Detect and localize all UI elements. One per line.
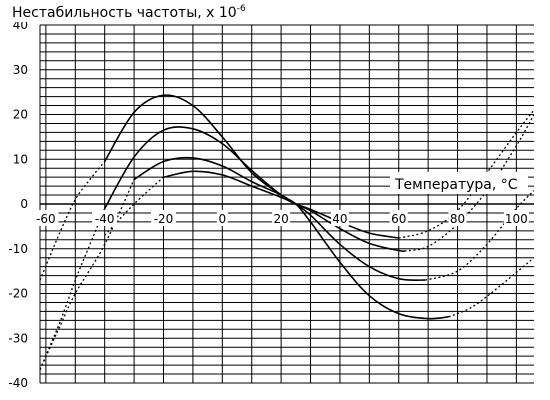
x-tick-label-background [151, 210, 176, 226]
curve-4-dotted-extension [104, 176, 164, 236]
x-tick-label: 60 [391, 212, 406, 226]
x-tick-label: 0 [218, 212, 226, 226]
x-tick-label-background [272, 210, 291, 226]
curves [40, 94, 534, 370]
curve-4-solid [163, 170, 399, 239]
x-tick-label-background [389, 210, 408, 226]
curve-1-dotted-extension [40, 161, 106, 281]
curve-3-dotted-extension [404, 114, 534, 252]
x-tick-label: 80 [450, 212, 465, 226]
y-tick-label: -30 [8, 331, 28, 345]
y-tick-label: 20 [13, 108, 28, 122]
curve-4-dotted-extension [398, 109, 534, 239]
x-tick-label: 40 [332, 212, 347, 226]
curve-2-dotted-extension [425, 190, 534, 281]
y-axis-title-background [8, 2, 283, 22]
x-axis-title-background [390, 172, 528, 194]
x-tick-label-background [448, 210, 467, 226]
curve-3-dotted-extension [40, 179, 135, 370]
x-tick-label-background [503, 210, 529, 226]
curve-3-solid [133, 156, 405, 253]
x-tick-label-background [216, 210, 228, 226]
y-tick-label: 0 [20, 197, 28, 211]
curve-1-dotted-extension [448, 257, 534, 318]
x-tick-label-background [92, 210, 118, 226]
x-tick-label: -60 [36, 212, 56, 226]
curve-1-solid [104, 94, 449, 320]
y-tick-label: -40 [8, 376, 28, 390]
x-tick-label: 20 [273, 212, 288, 226]
x-tick-label: -40 [95, 212, 115, 226]
x-tick-label: 100 [505, 212, 528, 226]
y-axis-title: Нестабильность частоты, х 10-6 [12, 4, 246, 21]
y-tick-label: 30 [13, 63, 28, 77]
curve-2-dotted-extension [40, 208, 106, 370]
x-tick-label: -20 [154, 212, 174, 226]
y-tick-label: -20 [8, 287, 28, 301]
x-axis-title: Температура, °С [394, 177, 518, 193]
y-tick-label: -10 [8, 242, 28, 256]
y-tick-label: 10 [13, 152, 28, 166]
x-tick-label-background [33, 210, 59, 226]
x-tick-label-background [330, 210, 349, 226]
x-tick-labels: -60 -40 -20 0 20 40 60 80 100 [33, 210, 529, 226]
